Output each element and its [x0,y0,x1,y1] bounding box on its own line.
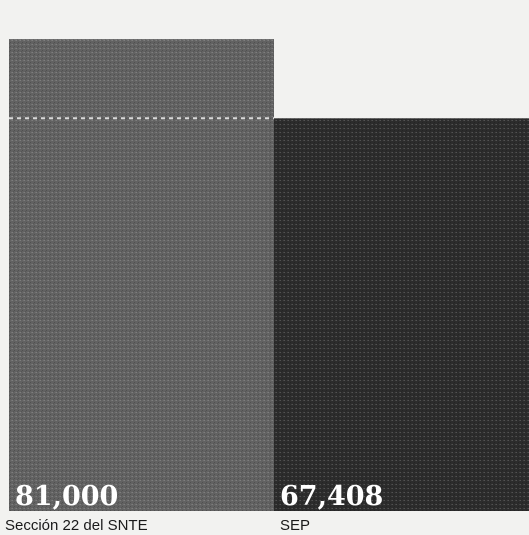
bar-texture-1 [9,39,274,512]
bars [9,39,529,512]
bar-value-label-2: 67,408 [280,481,383,512]
category-label-2: SEP [280,517,310,534]
bar-texture-2 [274,118,529,512]
bar-labels: 81,000 67,408 Sección 22 del SNTE SEP [5,481,383,534]
bar-value-label-1: 81,000 [15,481,118,512]
category-label-1: Sección 22 del SNTE [5,517,148,534]
